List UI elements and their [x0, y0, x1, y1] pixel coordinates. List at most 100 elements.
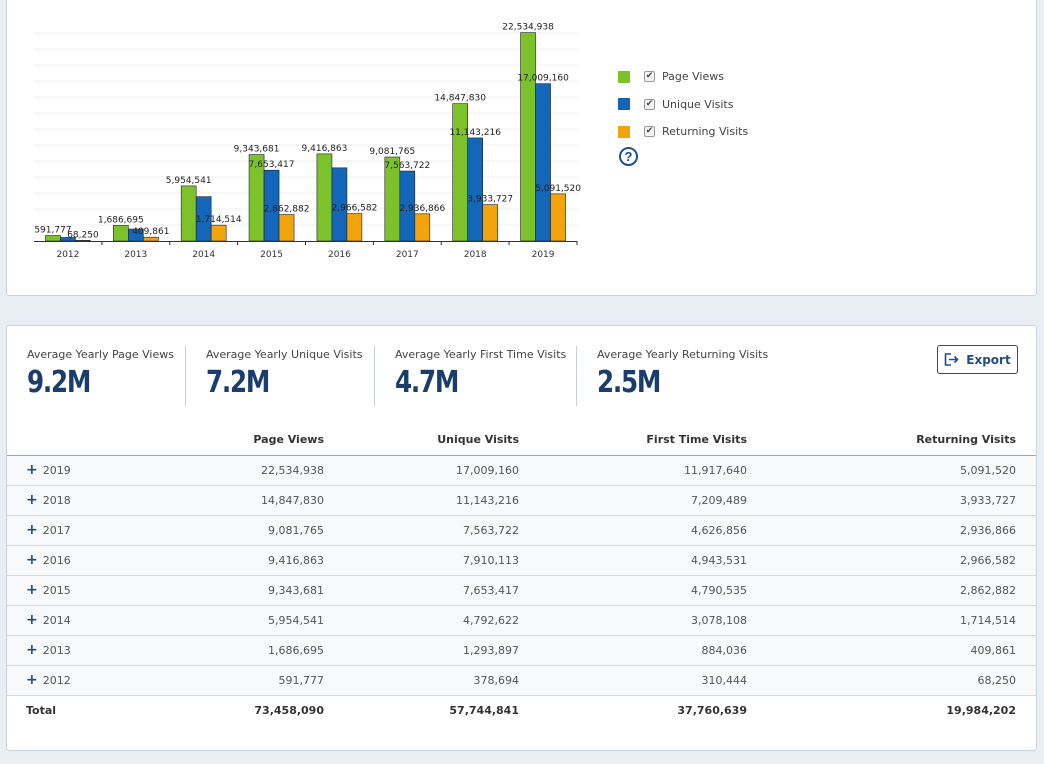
data-label: 1,686,695 — [98, 215, 144, 225]
year-cell[interactable]: +2012 — [7, 665, 147, 696]
data-label: 409,861 — [132, 227, 169, 237]
column-header-unique-visits[interactable]: Unique Visits — [344, 425, 539, 456]
legend-swatch — [618, 98, 630, 111]
expand-icon[interactable]: + — [26, 492, 38, 508]
unique-visits-cell: 7,653,417 — [344, 575, 539, 606]
summary-label: Average Yearly First Time Visits — [395, 348, 567, 361]
table-row[interactable]: +2016 9,416,863 7,910,113 4,943,531 2,966,58… — [7, 545, 1036, 576]
expand-icon[interactable]: + — [26, 672, 38, 688]
legend-label: Page Views — [662, 70, 724, 84]
year-cell[interactable]: +2019 — [7, 455, 147, 486]
legend-swatch — [618, 70, 630, 83]
page-views-cell: 22,534,938 — [147, 455, 344, 486]
x-tick-label: 2016 — [328, 250, 351, 260]
data-label: 68,250 — [67, 230, 99, 240]
data-label: 3,933,727 — [467, 195, 513, 205]
legend-label: Returning Visits — [662, 125, 749, 139]
table-header-row: Page Views Unique Visits First Time Visi… — [7, 425, 1036, 456]
table-row[interactable]: +2012 591,777 378,694 310,444 68,250 — [7, 665, 1036, 696]
page-views-cell: 9,343,681 — [147, 575, 344, 606]
data-label: 17,009,160 — [517, 74, 569, 84]
data-label: 14,847,830 — [434, 94, 486, 104]
export-button[interactable]: Export — [937, 345, 1018, 374]
data-label: 7,563,722 — [384, 161, 430, 171]
legend-item-page-views[interactable]: ✔ Page Views — [618, 63, 748, 91]
table-row[interactable]: +2019 22,534,938 17,009,160 11,917,640 5,091… — [7, 455, 1036, 486]
data-label: 9,416,863 — [302, 144, 348, 154]
expand-icon[interactable]: + — [26, 612, 38, 628]
table-row[interactable]: +2017 9,081,765 7,563,722 4,626,856 2,936,86… — [7, 515, 1036, 546]
returning-visits-cell: 409,861 — [767, 635, 1036, 666]
data-label: 591,777 — [34, 226, 71, 236]
legend-item-returning-visits[interactable]: ✔ Returning Visits — [618, 118, 748, 146]
year-cell[interactable]: +2018 — [7, 485, 147, 516]
bar-returning-visits-2012 — [75, 240, 91, 242]
yearly-stats-table: Page Views Unique Visits First Time Visi… — [7, 425, 1036, 725]
column-header-page-views[interactable]: Page Views — [147, 425, 344, 456]
bar-unique-visits-2018 — [467, 137, 483, 242]
first-time-visits-cell: 7,209,489 — [539, 485, 767, 516]
column-header-returning-visits[interactable]: Returning Visits — [767, 425, 1036, 456]
data-label: 9,343,681 — [234, 145, 280, 155]
x-tick-label: 2014 — [192, 250, 215, 260]
stats-panel: Average Yearly Page Views 9.2M Average Y… — [6, 325, 1037, 751]
bar-returning-visits-2013 — [143, 236, 159, 242]
chart-panel: 2012 2013 2014 2015 2016 2017 2018 2019 591,777 1… — [6, 0, 1037, 296]
returning-visits-cell: 68,250 — [767, 665, 1036, 696]
year-cell[interactable]: +2016 — [7, 545, 147, 576]
export-icon — [944, 353, 959, 366]
first-time-visits-cell: 4,790,535 — [539, 575, 767, 606]
expand-icon[interactable]: + — [26, 522, 38, 538]
table-row[interactable]: +2013 1,686,695 1,293,897 884,036 409,861 — [7, 635, 1036, 666]
help-icon[interactable]: ? — [619, 147, 638, 166]
data-label: 11,143,216 — [449, 128, 501, 138]
page-views-cell: 9,416,863 — [147, 545, 344, 576]
returning-visits-cell: 1,714,514 — [767, 605, 1036, 636]
legend-checkbox[interactable]: ✔ — [644, 126, 655, 138]
table-row[interactable]: +2018 14,847,830 11,143,216 7,209,489 3,933,… — [7, 485, 1036, 516]
legend-swatch — [618, 125, 630, 138]
export-label: Export — [966, 352, 1011, 367]
chart-legend: ✔ Page Views ✔ Unique Visits ✔ Returning… — [618, 63, 748, 146]
returning-visits-cell: 2,862,882 — [767, 575, 1036, 606]
bar-unique-visits-2019 — [535, 83, 551, 242]
year-cell[interactable]: +2015 — [7, 575, 147, 606]
summary-returning-visits: Average Yearly Returning Visits 2.5M — [576, 346, 776, 406]
bar-chart: 2012 2013 2014 2015 2016 2017 2018 2019 591,777 1… — [34, 23, 581, 260]
data-label: 7,653,417 — [249, 160, 295, 170]
year-cell[interactable]: +2014 — [7, 605, 147, 636]
summary-label: Average Yearly Page Views — [27, 348, 174, 361]
expand-icon[interactable]: + — [26, 552, 38, 568]
legend-checkbox[interactable]: ✔ — [644, 71, 655, 83]
bar-returning-visits-2017 — [414, 213, 431, 242]
expand-icon[interactable]: + — [26, 462, 38, 478]
x-tick-label: 2015 — [260, 250, 283, 260]
bar-returning-visits-2015 — [278, 214, 295, 242]
data-label: 1,714,514 — [196, 215, 242, 225]
year-cell[interactable]: +2017 — [7, 515, 147, 546]
page-views-cell: 591,777 — [147, 665, 344, 696]
first-time-visits-cell: 4,626,856 — [539, 515, 767, 546]
summary-unique-visits: Average Yearly Unique Visits 7.2M — [185, 346, 374, 406]
year-label: 2018 — [42, 494, 71, 507]
legend-item-unique-visits[interactable]: ✔ Unique Visits — [618, 91, 748, 119]
data-label: 2,862,882 — [264, 205, 310, 215]
returning-visits-cell: 3,933,727 — [767, 485, 1036, 516]
data-label: 2,936,866 — [399, 204, 445, 214]
unique-visits-cell: 17,009,160 — [344, 455, 539, 486]
first-time-visits-cell: 3,078,108 — [539, 605, 767, 636]
expand-icon[interactable]: + — [26, 582, 38, 598]
year-cell[interactable]: +2013 — [7, 635, 147, 666]
bar-returning-visits-2014 — [210, 224, 227, 242]
x-tick-label: 2013 — [124, 250, 147, 260]
summary-page-views: Average Yearly Page Views 9.2M — [7, 346, 185, 406]
expand-icon[interactable]: + — [26, 642, 38, 658]
column-header-first-time-visits[interactable]: First Time Visits — [539, 425, 767, 456]
legend-checkbox[interactable]: ✔ — [644, 98, 655, 110]
year-label: 2015 — [42, 584, 71, 597]
returning-visits-cell: 2,936,866 — [767, 515, 1036, 546]
table-row[interactable]: +2014 5,954,541 4,792,622 3,078,108 1,714,51… — [7, 605, 1036, 636]
summary-value: 7.2M — [206, 365, 270, 400]
bar-page-views-2012 — [45, 235, 61, 242]
table-row[interactable]: +2015 9,343,681 7,653,417 4,790,535 2,862,88… — [7, 575, 1036, 606]
